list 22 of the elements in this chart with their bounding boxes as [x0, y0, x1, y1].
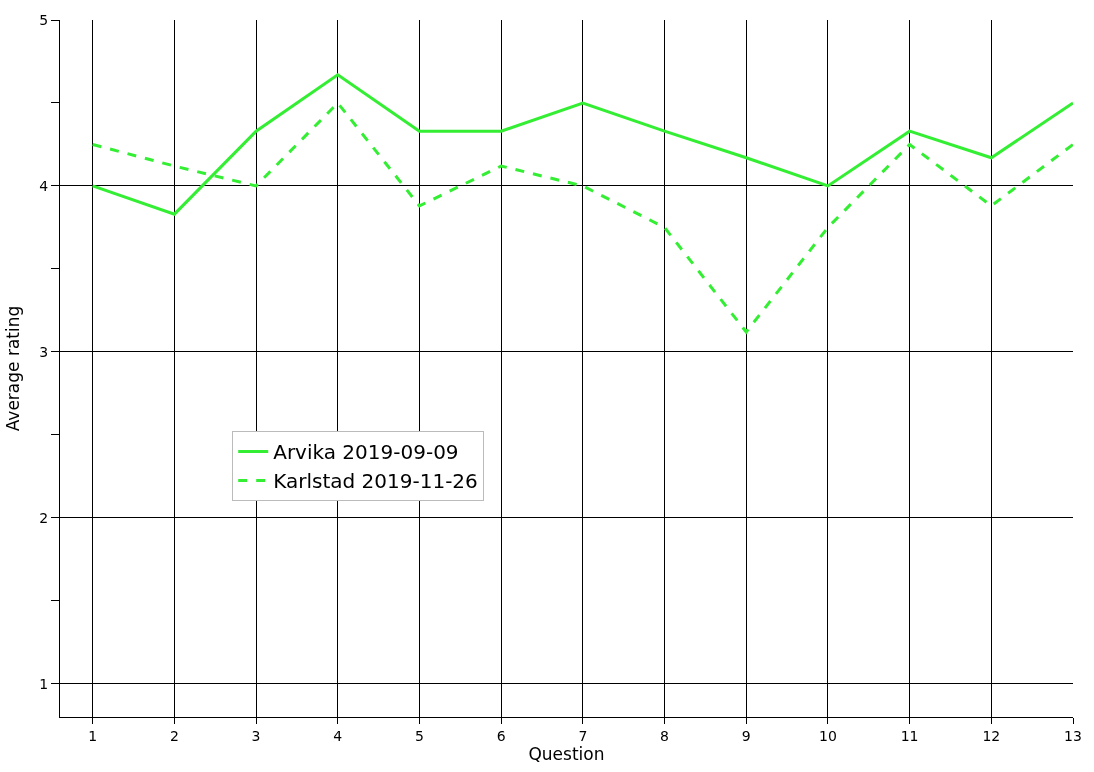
x-tick-label: 9 — [741, 727, 751, 744]
x-tick-label: 8 — [660, 727, 669, 744]
x-tick-label: 1 — [88, 727, 98, 744]
y-tick-label: 5 — [39, 11, 49, 28]
x-tick-label: 10 — [819, 727, 837, 744]
legend-label: Arvika 2019-09-09 — [273, 440, 459, 465]
x-tick-label: 11 — [900, 727, 919, 744]
x-axis-title: Question — [528, 743, 605, 764]
legend-label: Karlstad 2019-11-26 — [273, 469, 478, 494]
y-tick-label: 2 — [39, 509, 49, 526]
x-tick-label: 7 — [578, 727, 588, 744]
x-tick-label: 13 — [1064, 727, 1082, 744]
x-tick-label: 6 — [496, 727, 506, 744]
y-tick-label: 1 — [39, 675, 49, 692]
y-axis-title: Average rating — [2, 305, 23, 432]
x-tick-label: 5 — [414, 727, 424, 744]
x-tick-label: 12 — [982, 727, 1001, 744]
x-tick-label: 3 — [251, 727, 261, 744]
y-tick-label: 3 — [39, 343, 49, 360]
x-tick-label: 2 — [169, 727, 179, 744]
x-tick-label: 4 — [333, 727, 343, 744]
y-tick-label: 4 — [39, 177, 49, 194]
